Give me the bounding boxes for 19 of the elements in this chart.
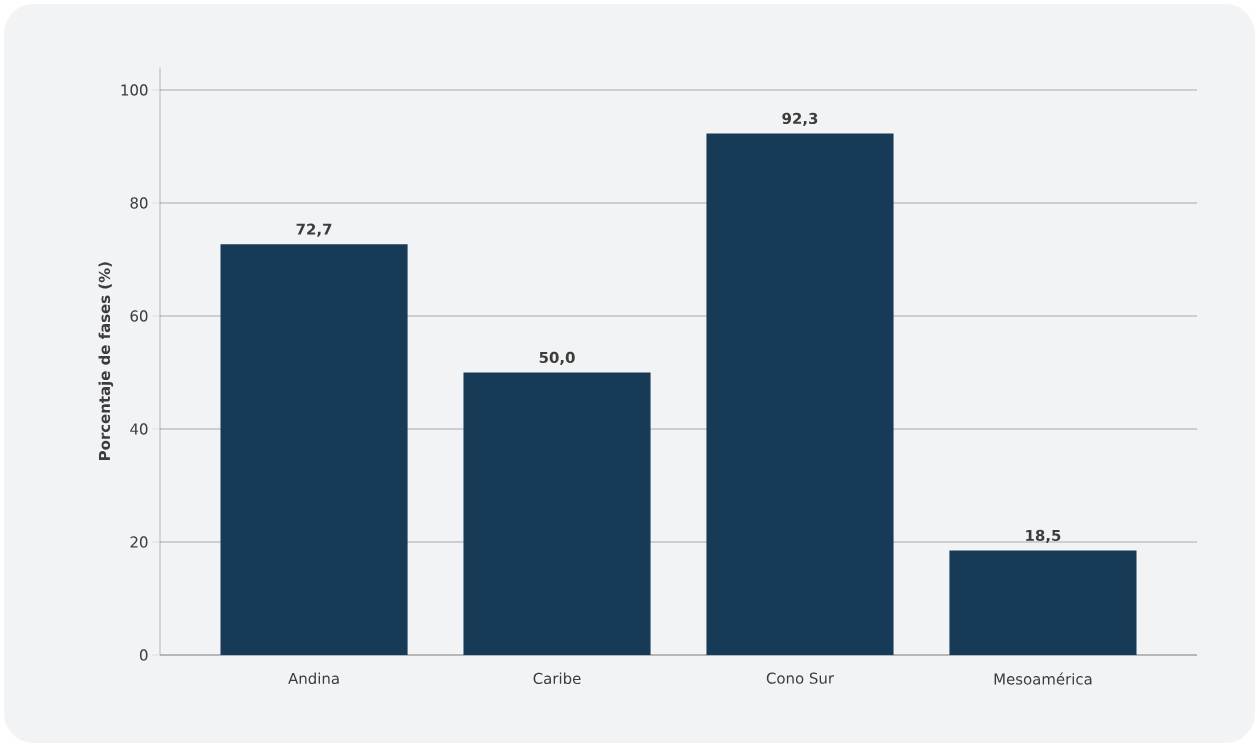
y-tick-label: 40 [130, 423, 148, 435]
bar [220, 244, 408, 655]
bar [949, 550, 1137, 655]
y-tick-label: 80 [130, 197, 148, 209]
data-label: 72,7 [296, 223, 332, 237]
data-label: 92,3 [782, 112, 818, 126]
y-tick-label: 100 [121, 84, 148, 96]
x-tick-label: Cono Sur [766, 672, 835, 684]
bar [463, 372, 651, 655]
y-tick-label: 20 [130, 536, 148, 548]
x-tick-label: Andina [288, 672, 339, 685]
data-label: 18,5 [1026, 529, 1061, 543]
y-tick-label: 0 [139, 649, 148, 661]
x-tick-label: Mesoamérica [994, 672, 1092, 685]
bar [706, 133, 894, 655]
x-tick-label: Caribe [533, 672, 581, 685]
y-axis-title: Porcentaje de fases (%) [98, 262, 114, 460]
y-tick-label: 60 [130, 310, 148, 322]
data-label: 50,0 [539, 351, 575, 365]
